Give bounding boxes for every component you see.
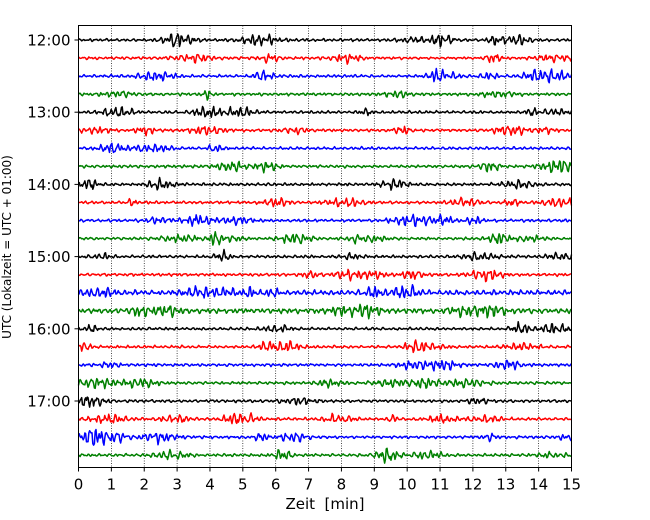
x-tick-label: 14 xyxy=(529,476,548,494)
trace-1745 xyxy=(77,447,573,464)
x-tick-label: 1 xyxy=(107,476,117,494)
x-tick-label: 9 xyxy=(370,476,380,494)
y-tick-label: 17:00 xyxy=(27,393,70,411)
x-tick-label: 13 xyxy=(496,476,515,494)
trace-1215 xyxy=(78,53,573,65)
trace-1515 xyxy=(78,268,572,283)
trace-1230 xyxy=(77,67,573,84)
x-tick-label: 15 xyxy=(562,476,581,494)
trace-1600 xyxy=(77,321,573,334)
trace-layer xyxy=(77,33,573,464)
x-axis-label: Zeit [min] xyxy=(285,495,364,513)
trace-1645 xyxy=(77,377,573,390)
plot-frame xyxy=(78,25,572,468)
trace-1500 xyxy=(77,248,573,262)
trace-1715 xyxy=(77,412,572,425)
x-tick-label: 10 xyxy=(398,476,417,494)
x-tick-label: 11 xyxy=(430,476,449,494)
y-tick-label: 15:00 xyxy=(27,248,70,266)
x-tick-label: 4 xyxy=(205,476,215,494)
x-tick-label: 3 xyxy=(172,476,182,494)
grid-layer xyxy=(111,25,539,468)
y-tick-label: 12:00 xyxy=(27,32,70,50)
trace-1730 xyxy=(77,428,573,446)
x-tick-label: 6 xyxy=(271,476,281,494)
trace-1200 xyxy=(78,33,572,48)
trace-1315 xyxy=(78,125,572,137)
trace-1545 xyxy=(78,303,572,320)
trace-1445 xyxy=(77,231,572,246)
trace-1400 xyxy=(78,176,573,191)
trace-1415 xyxy=(78,196,573,208)
x-axis: 0 1 2 3 4 5 6 7 8 9 10 11 12 13 14 15 xyxy=(74,467,581,494)
y-tick-label: 14:00 xyxy=(27,176,70,194)
trace-1430 xyxy=(78,213,572,228)
trace-1300 xyxy=(77,105,573,118)
trace-1530 xyxy=(77,283,572,299)
y-axis-label: UTC (Lokalzeit = UTC + 01:00) xyxy=(0,155,14,339)
y-axis: 12:00 13:00 14:00 15:00 16:00 17:00 xyxy=(27,32,79,411)
y-tick-label: 13:00 xyxy=(27,104,70,122)
x-tick-label: 0 xyxy=(74,476,84,494)
trace-1615 xyxy=(77,339,572,354)
x-tick-label: 7 xyxy=(304,476,314,494)
trace-1245 xyxy=(77,90,572,101)
trace-1330 xyxy=(78,142,572,154)
trace-1345 xyxy=(78,160,573,174)
y-tick-label: 16:00 xyxy=(27,320,70,338)
x-tick-label: 8 xyxy=(337,476,347,494)
trace-1700 xyxy=(77,396,572,408)
trace-1630 xyxy=(78,359,572,372)
x-tick-label: 12 xyxy=(463,476,482,494)
x-tick-label: 2 xyxy=(139,476,149,494)
x-tick-label: 5 xyxy=(238,476,248,494)
